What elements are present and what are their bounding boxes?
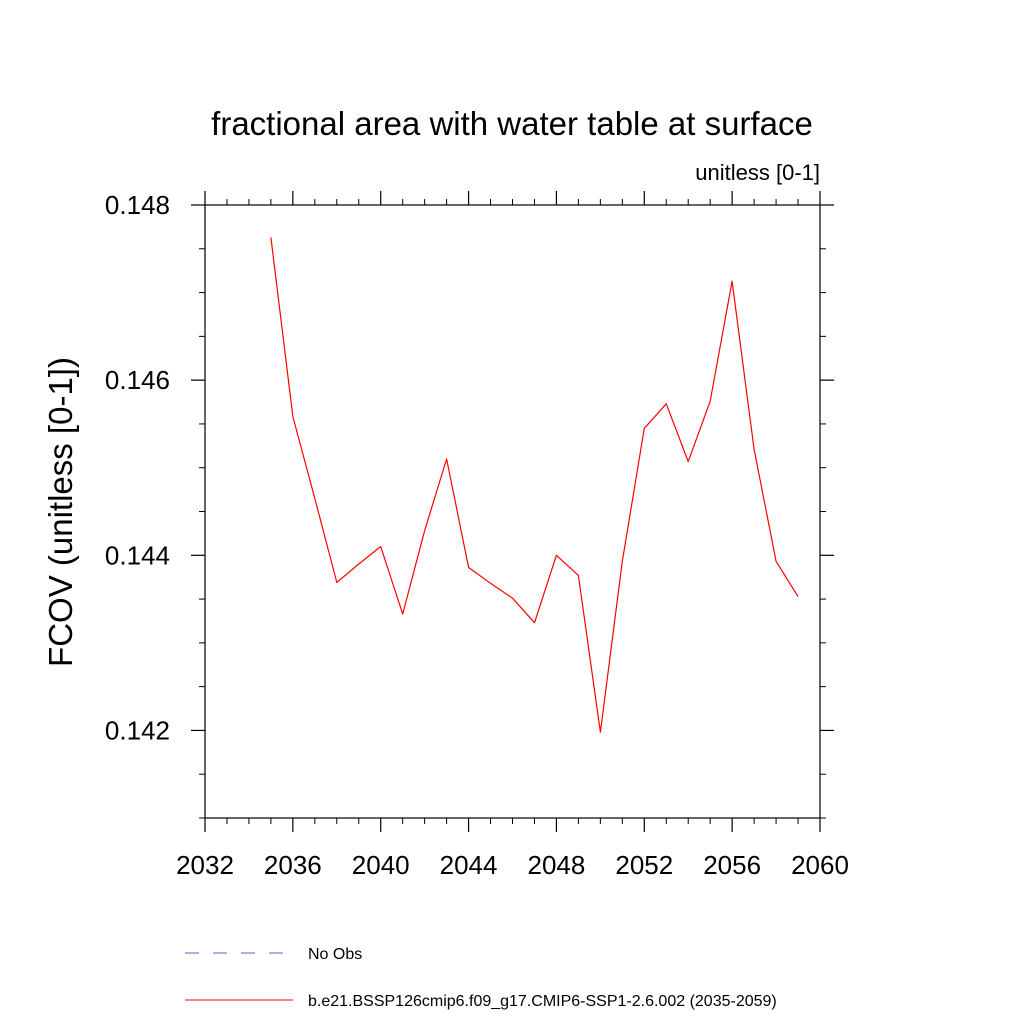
x-tick-label: 2052 <box>615 850 673 880</box>
y-axis-title: FCOV (unitless [0-1]) <box>42 357 79 667</box>
y-tick-label: 0.142 <box>105 715 170 745</box>
plot-frame <box>204 204 821 819</box>
legend-label-no-obs: No Obs <box>308 946 362 963</box>
y-tick-label: 0.146 <box>105 365 170 395</box>
x-tick-label: 2032 <box>176 850 234 880</box>
x-tick-label: 2056 <box>703 850 761 880</box>
y-tick-label: 0.148 <box>105 190 170 220</box>
x-tick-label: 2060 <box>791 850 849 880</box>
chart-title: fractional area with water table at surf… <box>211 105 813 142</box>
x-tick-label: 2036 <box>264 850 322 880</box>
legend-label-model-run: b.e21.BSSP126cmip6.f09_g17.CMIP6-SSP1-2.… <box>308 993 777 1010</box>
series-line <box>270 237 799 733</box>
x-tick-label: 2040 <box>352 850 410 880</box>
legend: No Obs b.e21.BSSP126cmip6.f09_g17.CMIP6-… <box>185 946 777 1010</box>
units-label: unitless [0-1] <box>695 160 820 185</box>
x-axis: 2032 2036 2040 2044 2048 2052 2056 2060 <box>176 191 849 880</box>
y-axis: 0.142 0.144 0.146 0.148 <box>105 190 834 819</box>
x-tick-label: 2044 <box>440 850 498 880</box>
y-tick-label: 0.144 <box>105 540 170 570</box>
x-tick-label: 2048 <box>528 850 586 880</box>
series-layer <box>270 237 799 733</box>
